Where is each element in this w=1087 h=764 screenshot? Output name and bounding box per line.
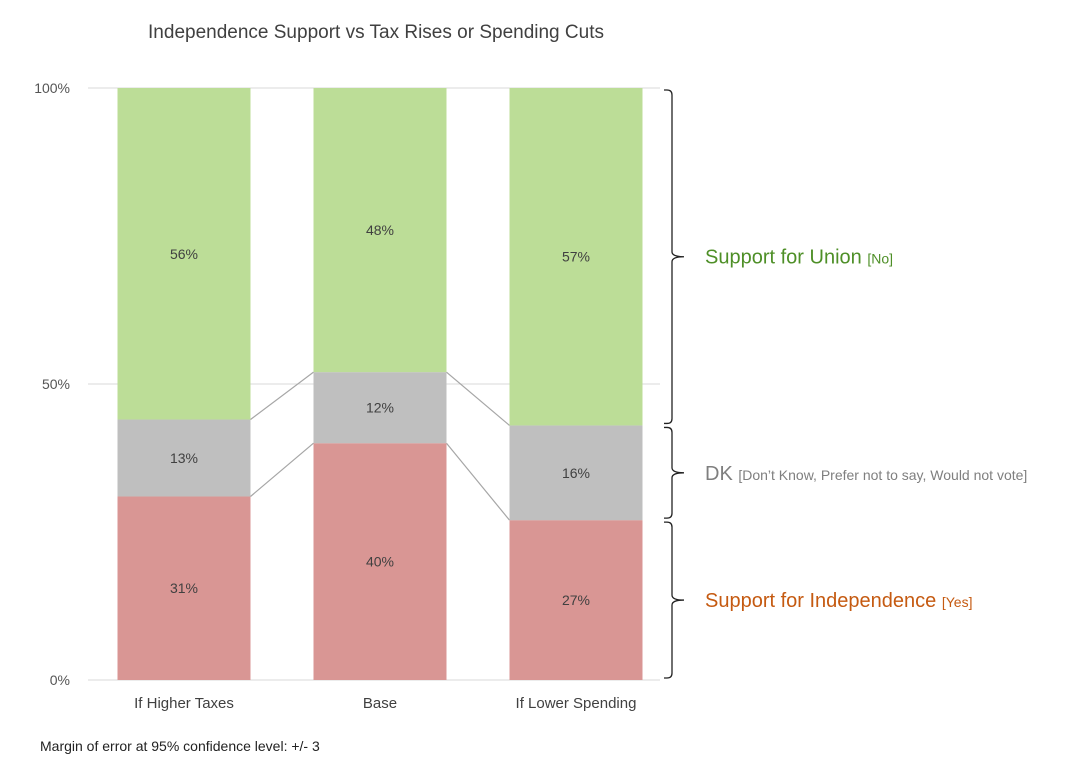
bar-support-for-independence-if-lower-spending: [509, 520, 643, 680]
bar-dk-if-higher-taxes: [117, 419, 251, 497]
series-line: [250, 371, 314, 420]
series-line: [446, 442, 510, 521]
bar-dk-if-lower-spending: [509, 425, 643, 521]
y-tick-label: 100%: [34, 80, 70, 96]
bar-support-for-union-if-lower-spending: [509, 88, 643, 426]
support-for-independence-label-text: Support for Independence: [705, 590, 942, 612]
bar-support-for-independence-if-higher-taxes: [117, 496, 251, 680]
series-line: [250, 442, 314, 497]
footnote: Margin of error at 95% confidence level:…: [40, 738, 320, 754]
dk-label-tag: [Don’t Know, Prefer not to say, Would no…: [738, 467, 1027, 483]
support-for-independence-label-tag: [Yes]: [942, 594, 973, 610]
bar-dk-base: [313, 372, 447, 444]
data-label: 27%: [562, 592, 590, 608]
dk-label: DK [Don’t Know, Prefer not to say, Would…: [705, 463, 1027, 485]
data-label: 12%: [366, 400, 394, 416]
support-for-union-bracket: [664, 89, 685, 425]
bar-support-for-independence-base: [313, 443, 447, 680]
data-label: 48%: [366, 222, 394, 238]
data-label: 57%: [562, 249, 590, 265]
data-label: 31%: [170, 580, 198, 596]
bar-support-for-union-if-higher-taxes: [117, 88, 251, 420]
dk-label-text: DK: [705, 463, 738, 485]
support-for-independence-bracket: [664, 521, 685, 679]
series-line: [446, 371, 510, 426]
chart-title: Independence Support vs Tax Rises or Spe…: [148, 22, 604, 43]
support-for-union-label: Support for Union [No]: [705, 247, 893, 269]
support-for-independence-label: Support for Independence [Yes]: [705, 590, 972, 612]
x-tick-label: If Lower Spending: [516, 695, 637, 712]
data-label: 40%: [366, 554, 394, 570]
support-for-union-label-tag: [No]: [867, 251, 893, 267]
x-tick-label: Base: [363, 695, 397, 712]
x-tick-label: If Higher Taxes: [134, 695, 234, 712]
y-tick-label: 0%: [50, 672, 70, 688]
bar-support-for-union-base: [313, 88, 447, 373]
data-label: 56%: [170, 246, 198, 262]
data-label: 16%: [562, 465, 590, 481]
y-tick-label: 50%: [42, 376, 70, 392]
data-label: 13%: [170, 450, 198, 466]
dk-bracket: [664, 426, 685, 519]
support-for-union-label-text: Support for Union: [705, 247, 867, 269]
